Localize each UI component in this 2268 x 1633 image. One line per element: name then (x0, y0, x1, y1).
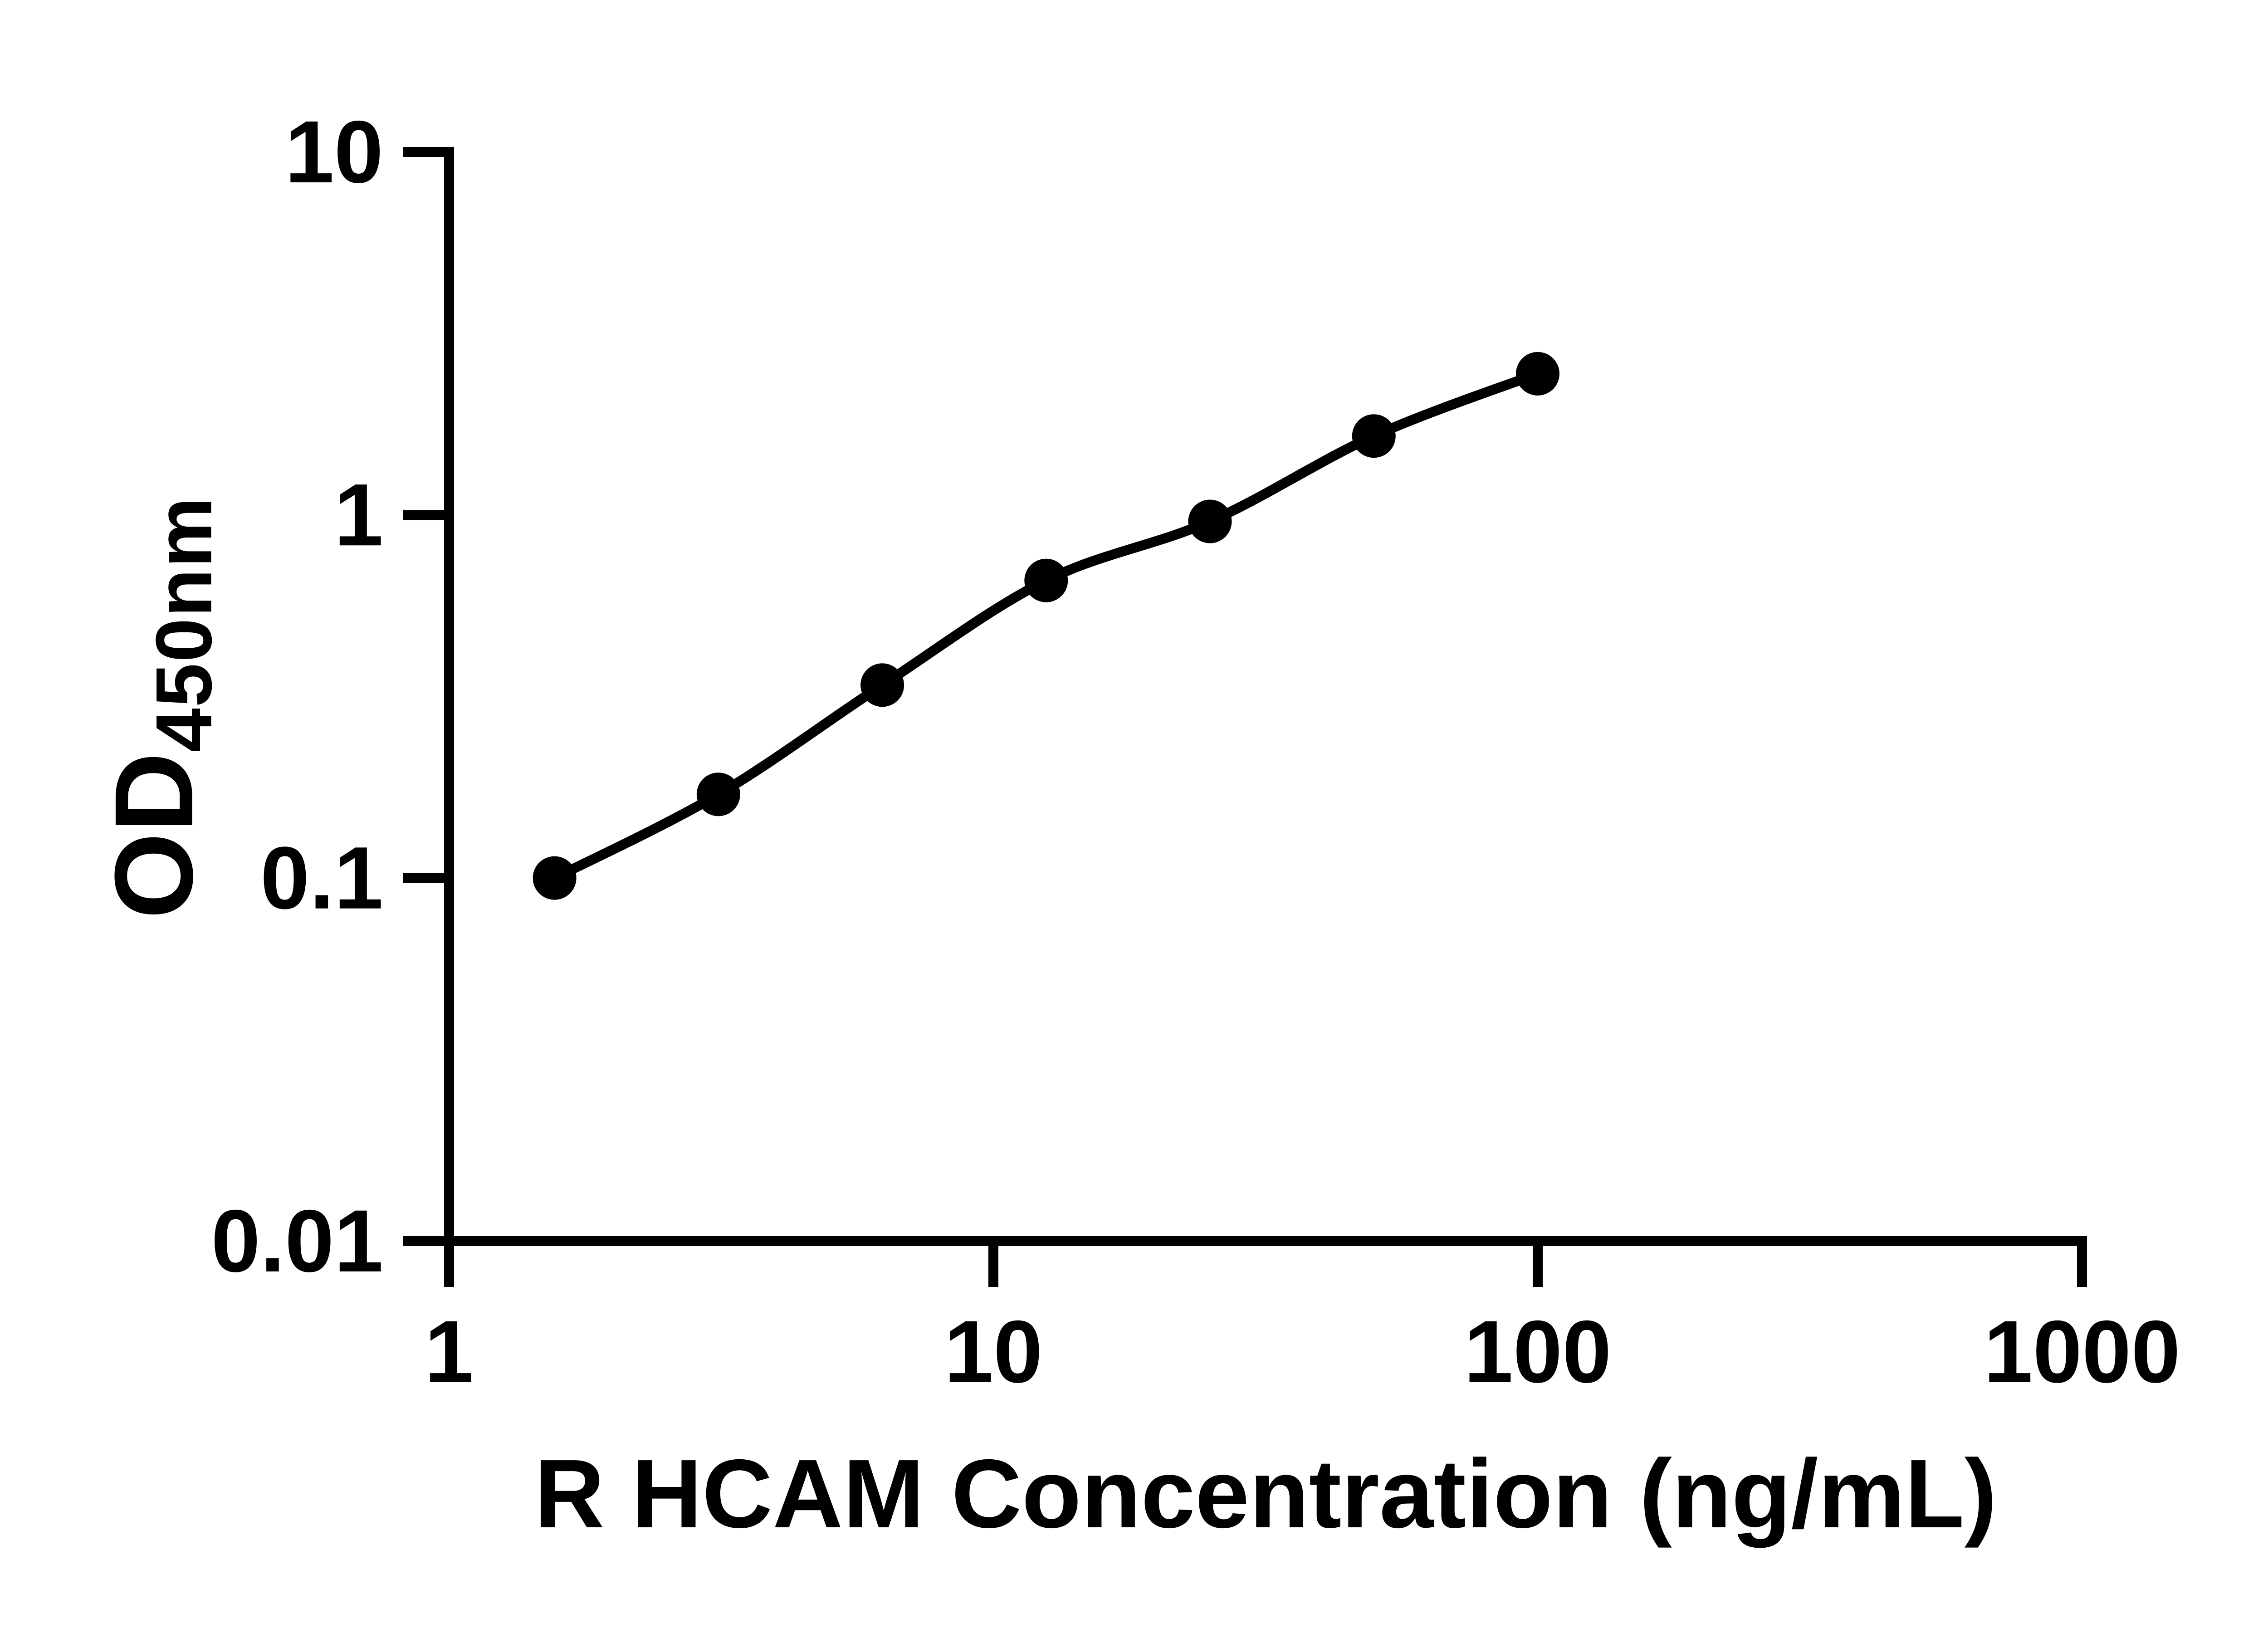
data-point (1516, 352, 1559, 396)
x-tick-label: 1 (425, 1302, 474, 1401)
y-tick-label: 10 (285, 103, 383, 201)
x-tick-label: 100 (1464, 1302, 1611, 1401)
data-point (696, 772, 740, 816)
x-axis-title: R HCAM Concentration (ng/mL) (534, 1439, 1997, 1548)
data-point (1188, 499, 1232, 543)
y-tick-label: 1 (334, 465, 383, 564)
y-tick-label: 0.01 (211, 1192, 383, 1291)
data-point (533, 856, 577, 900)
y-tick-label: 0.1 (260, 829, 383, 928)
y-axis-title-main: OD (91, 752, 216, 919)
y-axis-title-subscript: 450nm (140, 496, 229, 753)
data-point (1024, 558, 1068, 602)
y-axis-title: OD450nm (92, 496, 229, 919)
x-tick-label: 10 (944, 1302, 1043, 1401)
x-tick-label: 1000 (1984, 1302, 2180, 1401)
data-point (1352, 414, 1396, 458)
data-point (860, 663, 904, 707)
